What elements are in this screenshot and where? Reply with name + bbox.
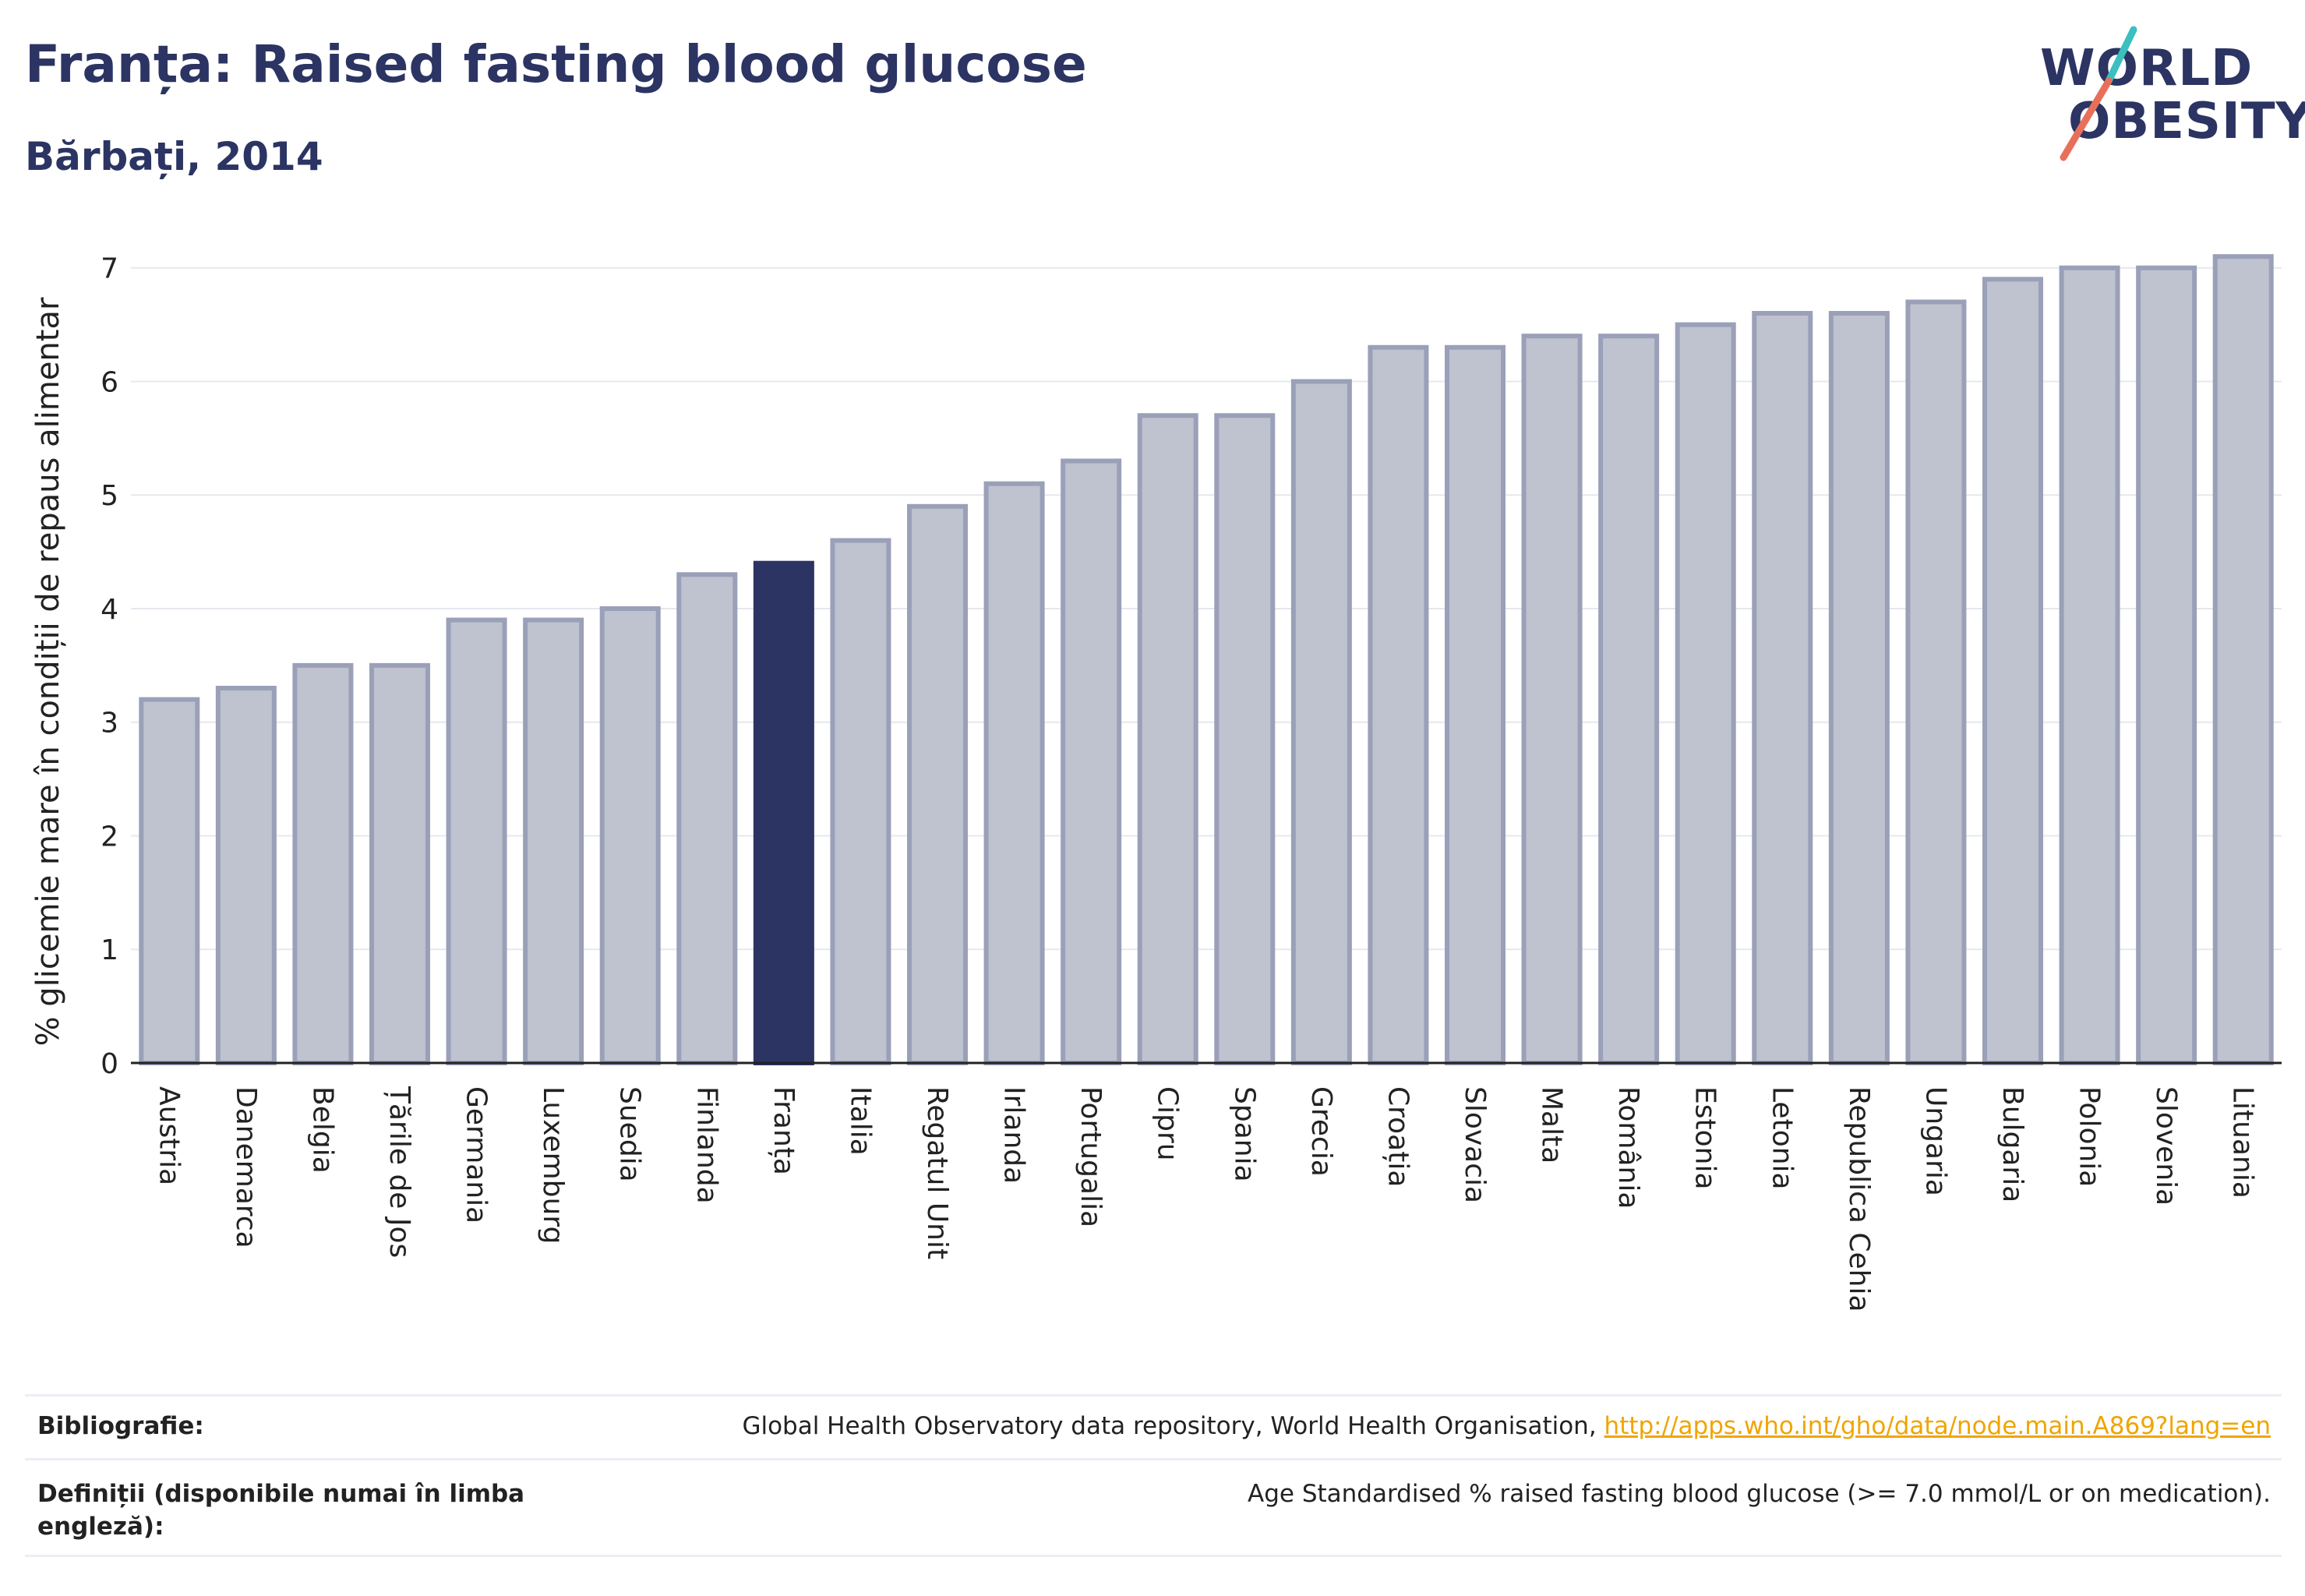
x-tick-label: Finlanda: [690, 1086, 722, 1204]
bar-bulgaria[interactable]: [1982, 277, 2043, 1065]
definitions-row: Definiții (disponibile numai în limba en…: [25, 1478, 2282, 1555]
x-tick-label: Portugalia: [1075, 1086, 1107, 1227]
logo-line-1: WORLD: [2040, 40, 2254, 97]
bar-slovenia[interactable]: [2136, 265, 2197, 1065]
x-axis-labels: Austria Danemarca Belgia Țările de Jos Germa…: [153, 1086, 2258, 1312]
page-subtitle: Bărbați, 2014: [25, 134, 323, 179]
bibliography-label: Bibliografie:: [37, 1412, 204, 1440]
bar-austria[interactable]: [139, 697, 200, 1065]
x-tick-label: Irlanda: [998, 1086, 1030, 1184]
y-tick-label: 5: [101, 480, 118, 512]
y-tick-label: 7: [101, 253, 118, 285]
y-axis-ticks: 0 1 2 3 4 5 6 7: [101, 253, 118, 1080]
x-tick-label: Cipru: [1152, 1086, 1184, 1161]
y-tick-label: 6: [101, 366, 118, 398]
x-tick-label: Țările de Jos: [383, 1086, 415, 1258]
x-tick-label: România: [1612, 1086, 1644, 1209]
bar-spania[interactable]: [1214, 413, 1276, 1065]
x-tick-label: Danemarca: [230, 1086, 262, 1248]
bar-ungaria[interactable]: [1905, 299, 1967, 1066]
bar-grecia[interactable]: [1290, 379, 1352, 1066]
definitions-label-line-1: Definiții (disponibile numai în limba: [37, 1480, 525, 1508]
x-tick-label: Suedia: [614, 1086, 646, 1182]
bar-finlanda[interactable]: [676, 572, 738, 1065]
bibliography-link[interactable]: http://apps.who.int/gho/data/node.main.A…: [1604, 1412, 2271, 1440]
bar-germania[interactable]: [446, 617, 507, 1065]
bar-letonia[interactable]: [1752, 311, 1813, 1065]
x-tick-label: Italia: [844, 1086, 876, 1156]
x-tick-label: Croația: [1382, 1086, 1414, 1187]
bibliography-value: Global Health Observatory data repositor…: [742, 1412, 2271, 1440]
x-tick-label: Estonia: [1689, 1086, 1721, 1190]
bar-franța[interactable]: [753, 560, 814, 1065]
x-tick-label: Austria: [153, 1086, 185, 1185]
x-tick-label: Slovacia: [1459, 1086, 1491, 1203]
x-tick-label: Luxemburg: [537, 1086, 569, 1244]
page-title: Franța: Raised fasting blood glucose: [25, 34, 1087, 94]
x-tick-label: Franța: [768, 1086, 800, 1175]
bar-danemarca[interactable]: [215, 686, 277, 1065]
y-tick-label: 2: [101, 821, 118, 853]
bar-cipru[interactable]: [1137, 413, 1198, 1065]
bibliography-text: Global Health Observatory data repositor…: [742, 1412, 1604, 1440]
bar-regatul-unit[interactable]: [907, 503, 968, 1065]
bar-irlanda[interactable]: [983, 481, 1045, 1065]
x-tick-label: Slovenia: [2150, 1086, 2182, 1206]
y-tick-label: 1: [101, 934, 118, 966]
y-tick-label: 0: [101, 1048, 118, 1080]
logo-line-2: OBESITY: [2068, 93, 2305, 150]
definitions-value: Age Standardised % raised fasting blood …: [1248, 1480, 2271, 1508]
bar-malta[interactable]: [1521, 334, 1583, 1065]
x-tick-label: Lituania: [2227, 1086, 2259, 1199]
bar-chart: 0 1 2 3 4 5 6 7 Austria Danemarca Belgia Țările de…: [30, 253, 2282, 1312]
x-tick-label: Bulgaria: [1996, 1086, 2028, 1202]
bar-belgia[interactable]: [292, 662, 354, 1066]
footer-rule-middle: [25, 1458, 2282, 1460]
x-tick-label: Ungaria: [1919, 1086, 1951, 1196]
bar-portugalia[interactable]: [1061, 458, 1122, 1065]
x-tick-label: Republica Cehia: [1843, 1086, 1875, 1312]
logo-slash-icon: [2060, 26, 2137, 161]
definitions-label-line-2: engleză):: [37, 1513, 164, 1541]
bar-lituania[interactable]: [2212, 254, 2274, 1066]
bar-estonia[interactable]: [1675, 322, 1736, 1066]
bar-republica-cehia[interactable]: [1828, 311, 1890, 1065]
bar-românia[interactable]: [1598, 334, 1660, 1065]
footer-rule-top: [25, 1394, 2282, 1396]
bibliography-row: Bibliografie: Global Health Observatory …: [25, 1412, 2282, 1459]
x-tick-label: Regatul Unit: [921, 1086, 953, 1259]
bar-slovacia[interactable]: [1445, 344, 1505, 1065]
x-tick-label: Spania: [1228, 1086, 1260, 1182]
x-tick-label: Belgia: [306, 1086, 338, 1174]
world-obesity-logo: WORLD OBESITY: [2034, 20, 2305, 168]
bar-polonia[interactable]: [2059, 265, 2120, 1065]
y-axis-label: % glicemie mare în condiții de repaus al…: [30, 297, 66, 1046]
x-tick-label: Polonia: [2074, 1086, 2106, 1187]
bar-croația[interactable]: [1368, 344, 1429, 1065]
bars: [139, 254, 2274, 1066]
y-tick-label: 3: [101, 708, 118, 740]
x-tick-label: Malta: [1536, 1086, 1568, 1163]
x-tick-label: Germania: [461, 1086, 492, 1223]
bar-luxemburg[interactable]: [523, 617, 584, 1065]
y-tick-label: 4: [101, 594, 118, 626]
x-tick-label: Letonia: [1766, 1086, 1798, 1190]
bar-țările-de-jos[interactable]: [369, 662, 430, 1066]
bar-suedia[interactable]: [599, 606, 661, 1065]
x-tick-label: Grecia: [1305, 1086, 1337, 1177]
definitions-label: Definiții (disponibile numai în limba en…: [37, 1478, 524, 1543]
footer-rule-bottom: [25, 1555, 2282, 1557]
bar-italia[interactable]: [830, 538, 891, 1065]
